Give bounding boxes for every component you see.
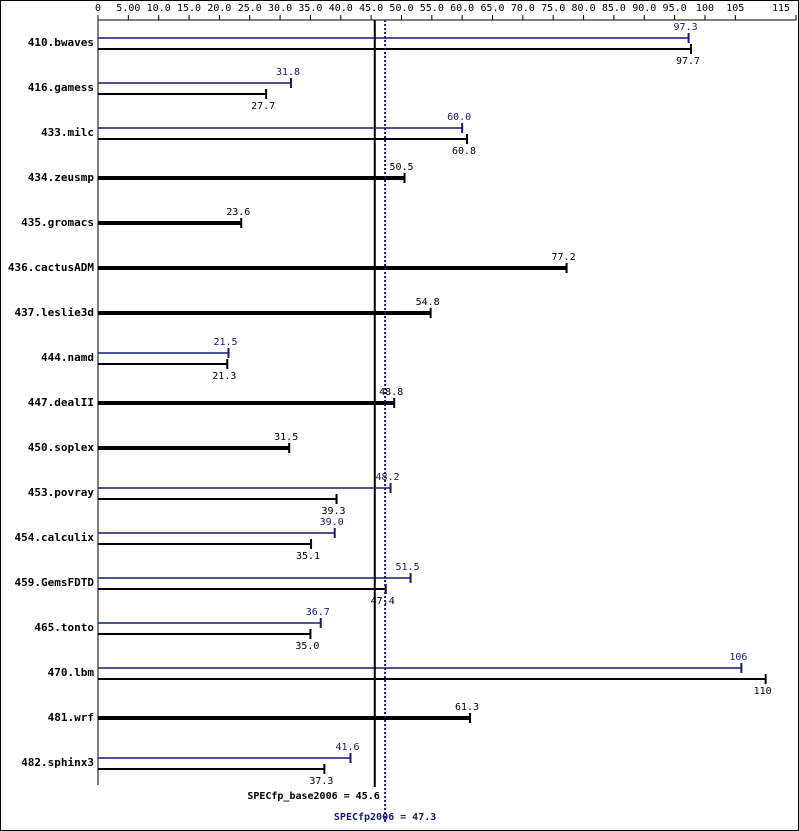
value-label: 35.1	[296, 551, 320, 562]
x-tick-label: 75.0	[541, 3, 565, 14]
category-label: 433.milc	[41, 126, 94, 139]
value-label: 110	[754, 686, 772, 697]
category-label: 481.wrf	[48, 711, 94, 724]
value-label: 97.7	[676, 56, 700, 67]
x-tick-label: 90.0	[632, 3, 656, 14]
x-tick-label: 30.0	[268, 3, 292, 14]
value-label: 31.5	[274, 432, 298, 443]
value-label: 60.8	[452, 146, 476, 157]
x-tick-label: 5.00	[116, 3, 140, 14]
x-tick-label: 0	[95, 3, 101, 14]
category-label: 434.zeusmp	[28, 171, 95, 184]
x-tick-label: 40.0	[329, 3, 353, 14]
category-label: 444.namd	[41, 351, 94, 364]
category-label: 436.cactusADM	[8, 261, 94, 274]
value-label: 21.3	[212, 371, 236, 382]
x-tick-label: 95.0	[663, 3, 687, 14]
reference-label: SPECfp2006 = 47.3	[334, 812, 436, 823]
value-label: 39.0	[320, 517, 344, 528]
category-label: 447.dealII	[28, 396, 94, 409]
value-label: 77.2	[552, 252, 576, 263]
value-label: 54.8	[416, 297, 440, 308]
category-label: 416.gamess	[28, 81, 94, 94]
category-label: 450.soplex	[28, 441, 95, 454]
category-label: 459.GemsFDTD	[15, 576, 95, 589]
value-label: 35.0	[295, 641, 319, 652]
x-tick-label: 105	[726, 3, 744, 14]
x-tick-label: 70.0	[511, 3, 535, 14]
x-tick-label: 45.0	[359, 3, 383, 14]
value-label: 23.6	[226, 207, 250, 218]
category-label: 482.sphinx3	[21, 756, 94, 769]
x-tick-label: 115	[772, 3, 790, 14]
value-label: 31.8	[276, 67, 300, 78]
x-tick-label: 20.0	[207, 3, 231, 14]
reference-label: SPECfp_base2006 = 45.6	[247, 791, 379, 802]
value-label: 48.8	[379, 387, 403, 398]
x-tick-label: 55.0	[420, 3, 444, 14]
value-label: 106	[729, 652, 747, 663]
value-label: 61.3	[455, 702, 479, 713]
value-label: 50.5	[389, 162, 413, 173]
x-tick-label: 35.0	[298, 3, 322, 14]
category-label: 410.bwaves	[28, 36, 94, 49]
value-label: 97.3	[674, 22, 698, 33]
x-tick-label: 25.0	[238, 3, 262, 14]
x-tick-label: 60.0	[450, 3, 474, 14]
value-label: 39.3	[321, 506, 345, 517]
category-label: 465.tonto	[34, 621, 94, 634]
value-label: 27.7	[251, 101, 275, 112]
value-label: 36.7	[306, 607, 330, 618]
value-label: 51.5	[396, 562, 420, 573]
value-label: 41.6	[335, 742, 359, 753]
x-tick-label: 50.0	[389, 3, 413, 14]
x-tick-label: 85.0	[602, 3, 626, 14]
category-label: 470.lbm	[48, 666, 95, 679]
value-label: 48.2	[376, 472, 400, 483]
value-label: 47.4	[371, 596, 395, 607]
x-tick-label: 10.0	[147, 3, 171, 14]
value-label: 21.5	[213, 337, 237, 348]
category-label: 435.gromacs	[21, 216, 94, 229]
category-label: 454.calculix	[15, 531, 95, 544]
category-label: 437.leslie3d	[15, 306, 94, 319]
x-tick-label: 100	[696, 3, 714, 14]
category-label: 453.povray	[28, 486, 95, 499]
value-label: 37.3	[309, 776, 333, 787]
x-tick-label: 65.0	[480, 3, 504, 14]
x-tick-label: 15.0	[177, 3, 201, 14]
value-label: 60.0	[447, 112, 471, 123]
x-tick-label: 80.0	[572, 3, 596, 14]
